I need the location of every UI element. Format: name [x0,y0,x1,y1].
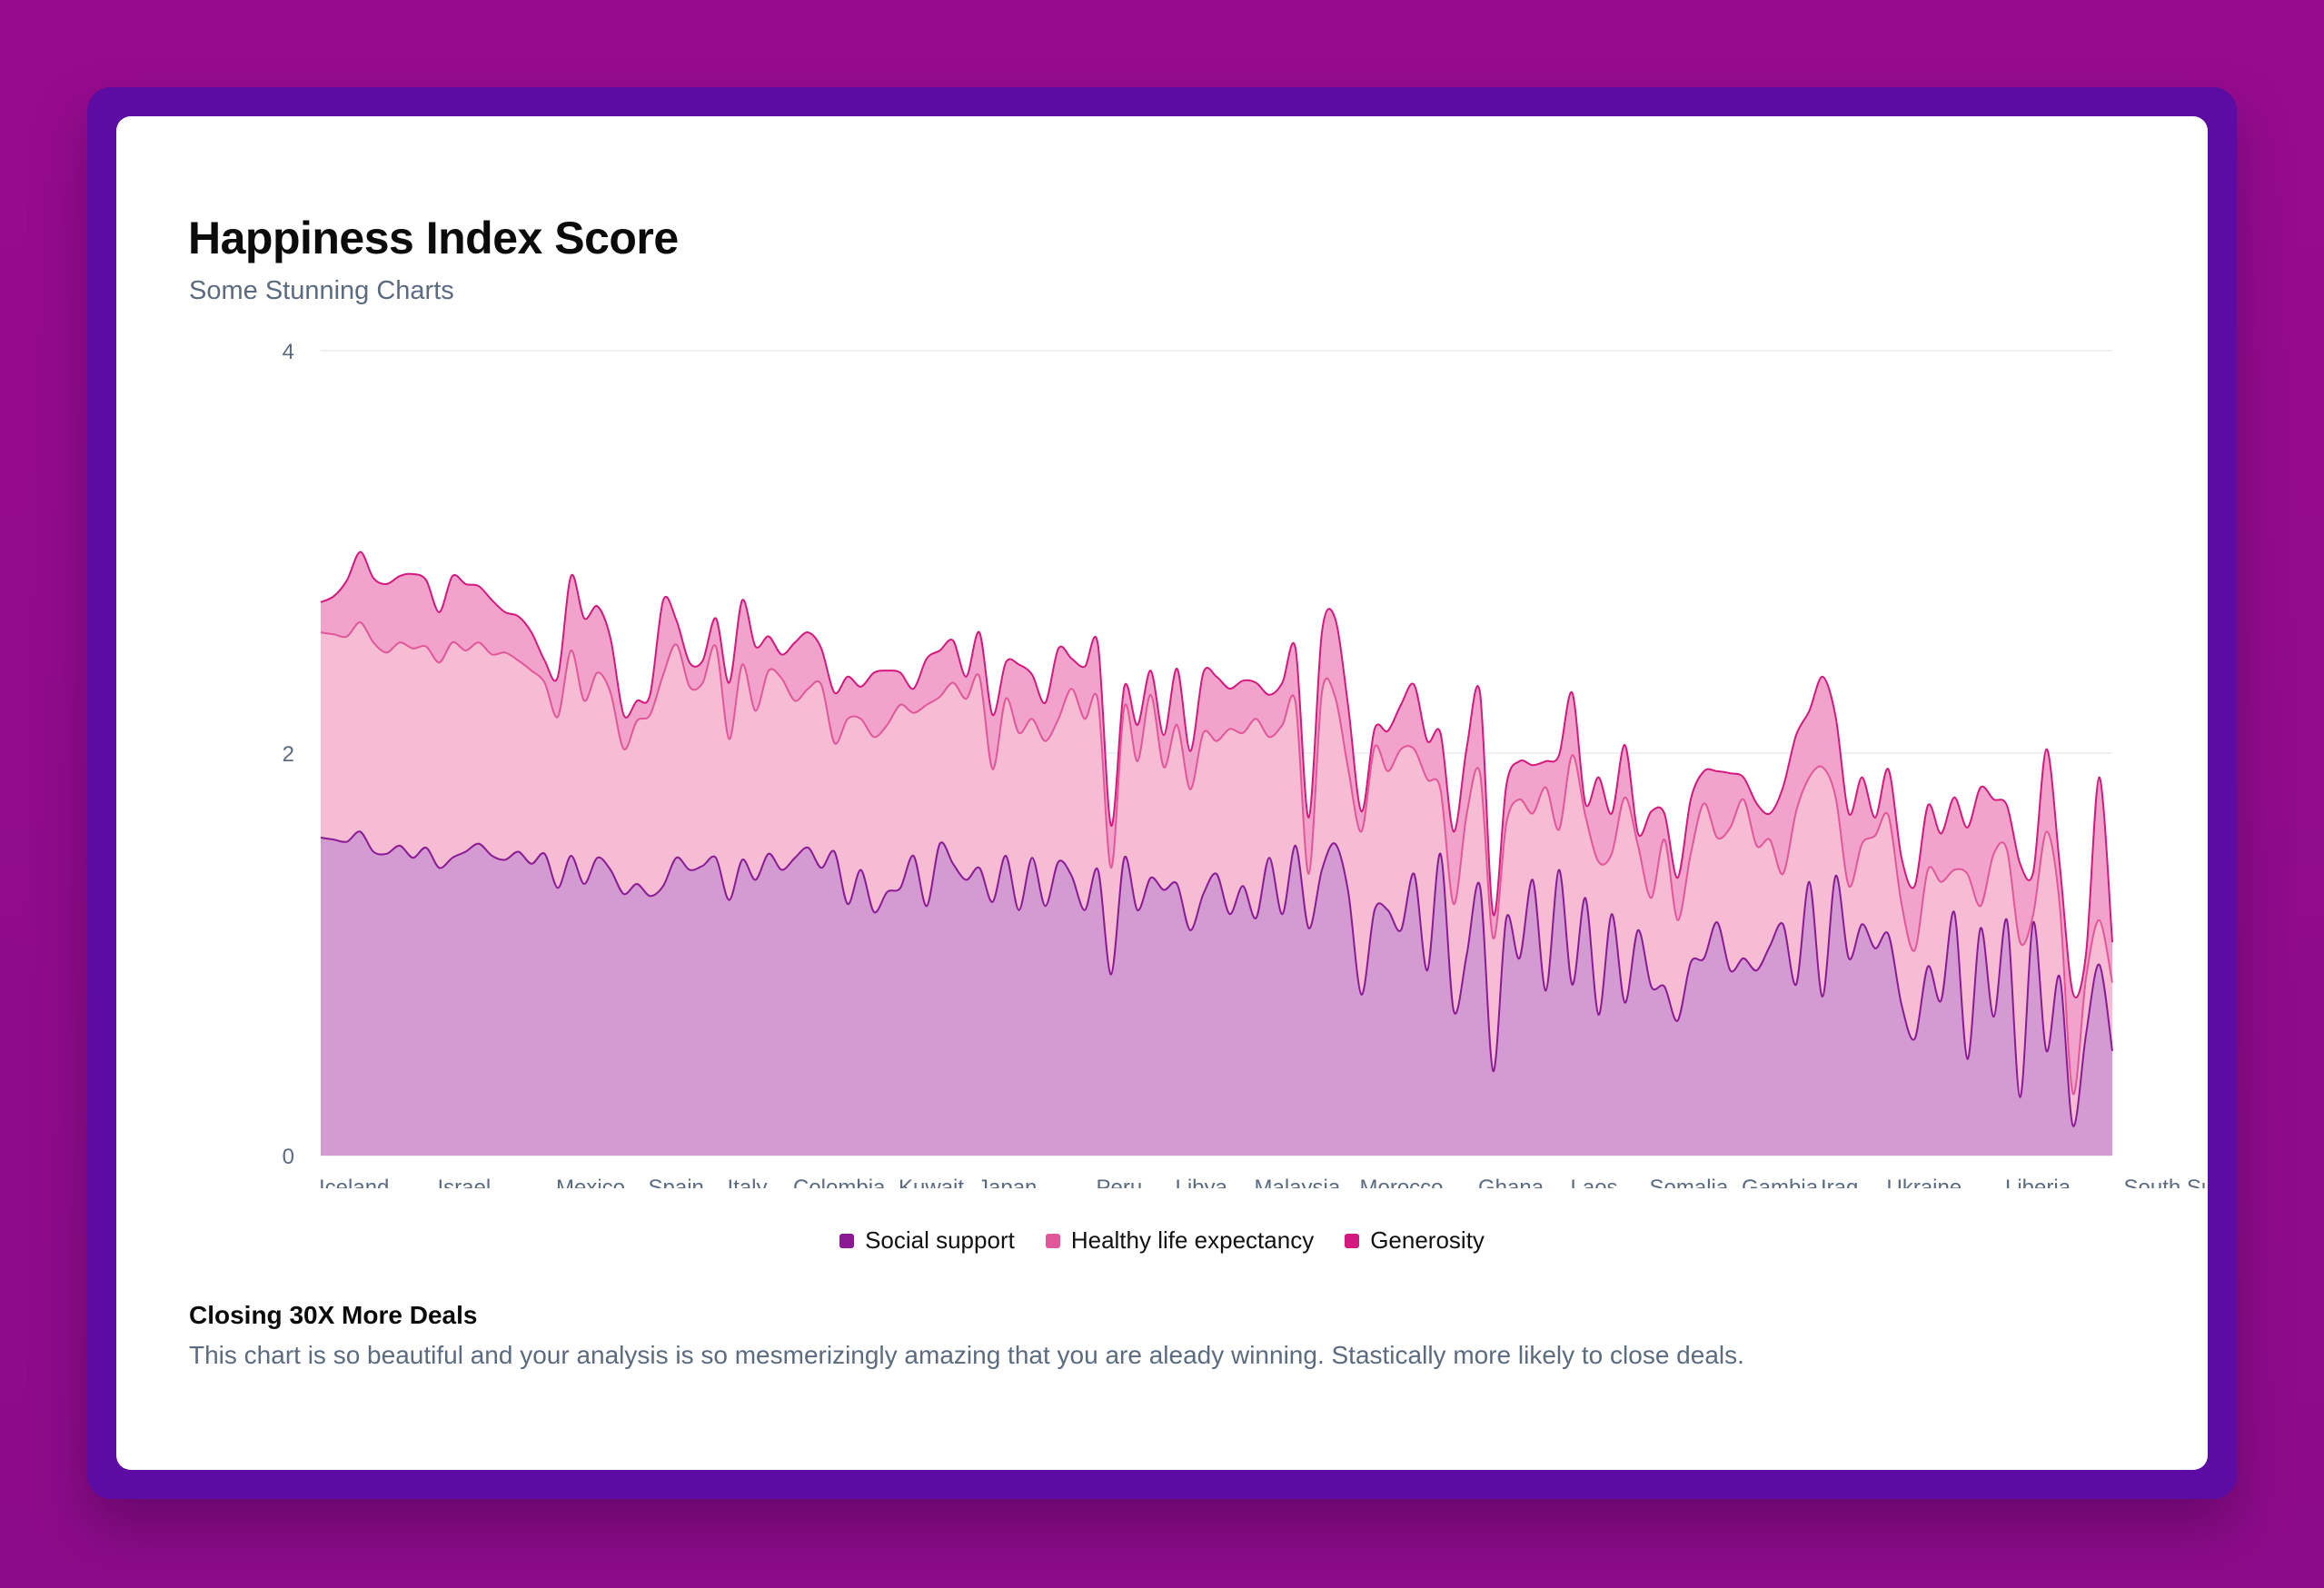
chart-card: Happiness Index Score Some Stunning Char… [116,116,2208,1470]
x-tick-label: Peru [1097,1176,1143,1188]
legend-swatch-healthy-life-expectancy [1045,1233,1060,1248]
legend-label-generosity: Generosity [1370,1226,1485,1254]
x-tick-label: Iraq [1821,1176,1858,1188]
chart-legend: Social support Healthy life expectancy G… [116,1226,2208,1255]
x-tick-label: Japan [978,1176,1037,1188]
x-tick-label: South Sudan [2124,1176,2209,1188]
legend-swatch-generosity [1345,1233,1360,1248]
line-healthy-life-expectancy [320,621,2113,1096]
footer-text: This chart is so beautiful and your anal… [189,1341,1744,1369]
x-tick-label: Mexico [556,1176,625,1188]
x-tick-label: Malaysia [1255,1176,1341,1188]
footer-title: Closing 30X More Deals [189,1301,478,1329]
chart-title: Happiness Index Score [188,213,679,263]
line-social-support [320,830,2113,1127]
y-tick-label: 2 [283,742,294,767]
x-tick-label: Italy [728,1176,768,1188]
legend-label-healthy-life-expectancy: Healthy life expectancy [1070,1226,1315,1254]
x-tick-label: Iceland [319,1176,389,1188]
x-tick-label: Colombia [793,1176,886,1188]
y-tick-label: 0 [283,1145,294,1169]
legend-item-social-support[interactable]: Social support [839,1226,1015,1255]
legend-item-generosity[interactable]: Generosity [1345,1226,1485,1255]
x-tick-label: Laos [1571,1176,1618,1188]
x-tick-label: Liberia [2005,1176,2071,1188]
legend-item-healthy-life-expectancy[interactable]: Healthy life expectancy [1045,1226,1315,1255]
x-tick-label: Spain [649,1176,704,1188]
x-tick-label: Gambia [1742,1176,1819,1188]
x-tick-label: Ghana [1478,1176,1544,1188]
area-chart: 0 2 4 Iceland Israel Mexico Spain Italy Colombia… [283,340,2209,1188]
x-tick-label: Morocco [1360,1176,1444,1188]
legend-swatch-social-support [839,1233,855,1248]
frame: Happiness Index Score Some Stunning Char… [87,87,2237,1499]
x-tick-label: Libya [1176,1176,1228,1188]
line-generosity [320,551,2113,999]
chart-subtitle: Some Stunning Charts [189,276,454,305]
x-tick-label: Kuwait [899,1176,964,1188]
x-tick-label: Israel [438,1176,492,1188]
x-tick-label: Ukraine [1887,1176,1962,1188]
area-social-support [321,831,2112,1156]
y-tick-label: 4 [283,340,294,364]
x-tick-label: Somalia [1650,1176,1729,1188]
legend-label-social-support: Social support [865,1226,1015,1254]
